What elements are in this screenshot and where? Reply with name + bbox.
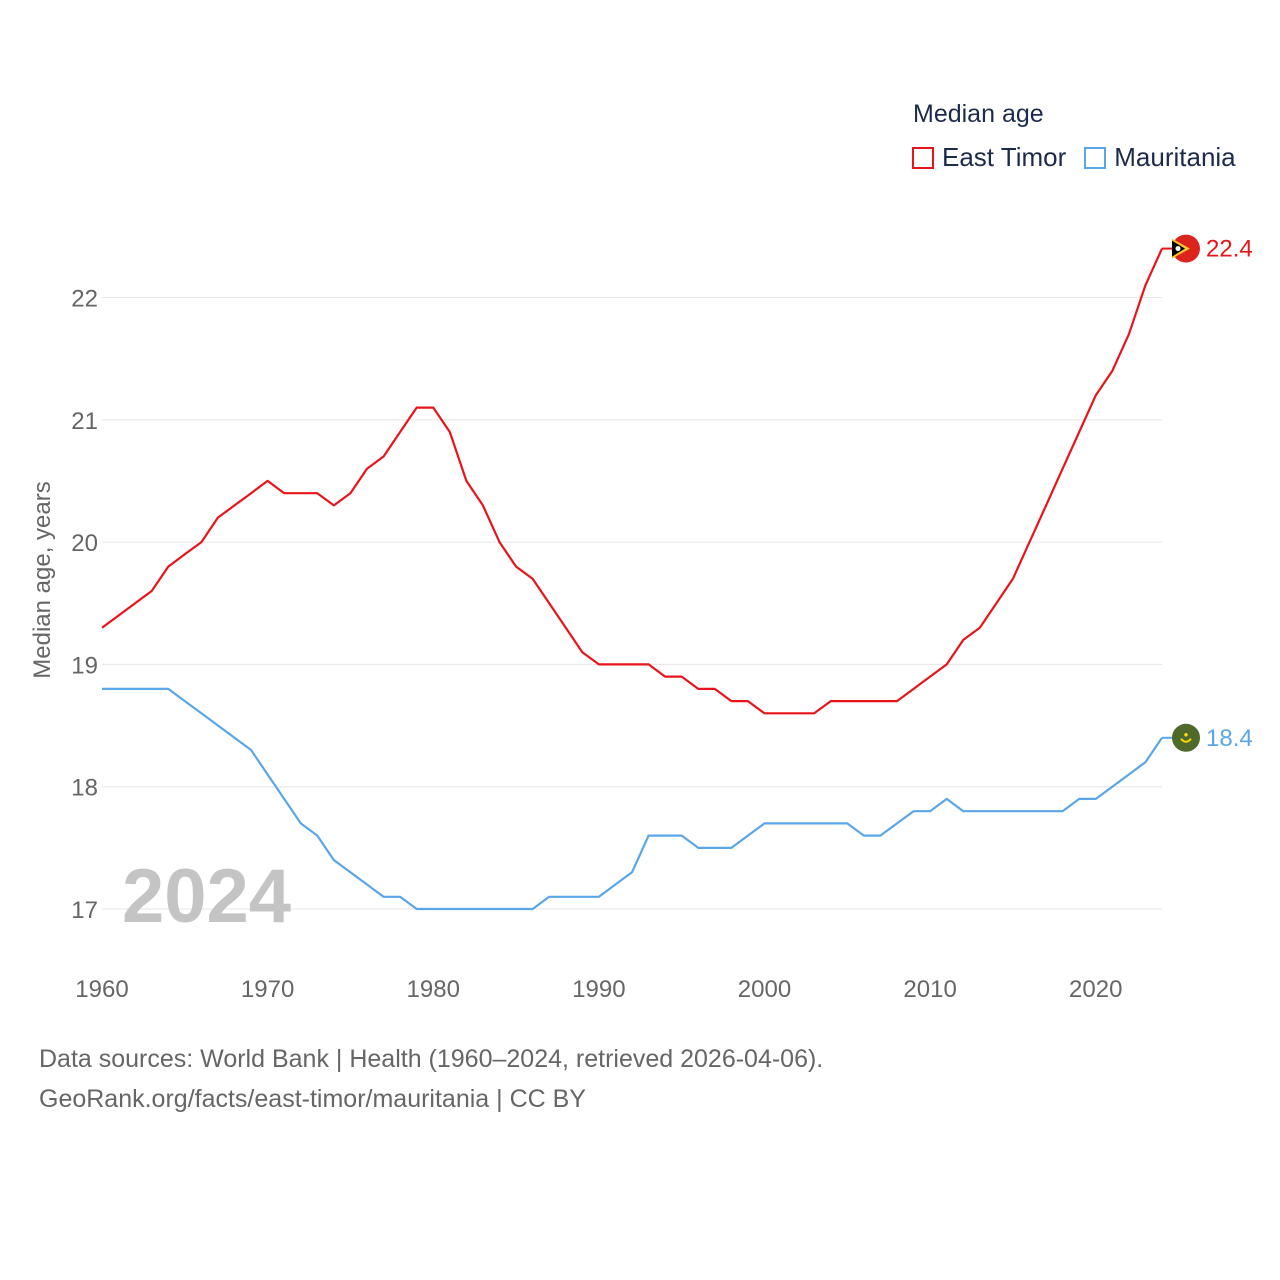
y-tick-label: 21 bbox=[71, 408, 98, 435]
end-value-label-mauritania: 18.4 bbox=[1206, 725, 1253, 752]
x-axis-ticks: 1960 1970 1980 1990 2000 2010 2020 bbox=[75, 976, 1122, 1003]
y-tick-label: 18 bbox=[71, 775, 98, 802]
end-value-label-east-timor: 22.4 bbox=[1206, 236, 1253, 263]
legend-item-east-timor[interactable]: East Timor bbox=[912, 142, 1066, 173]
footer-attribution[interactable]: GeoRank.org/facts/east-timor/mauritania … bbox=[39, 1085, 586, 1113]
y-tick-label: 17 bbox=[71, 897, 98, 924]
x-tick-label: 2010 bbox=[903, 976, 956, 1003]
legend-label-mauritania: Mauritania bbox=[1114, 142, 1236, 172]
y-tick-label: 20 bbox=[71, 530, 98, 557]
x-tick-label: 1970 bbox=[241, 976, 294, 1003]
flag-east-timor-icon bbox=[1172, 234, 1200, 263]
legend-item-mauritania[interactable]: Mauritania bbox=[1084, 142, 1236, 173]
end-markers: 22.4 18.4 bbox=[1162, 234, 1253, 752]
x-tick-label: 2000 bbox=[738, 976, 791, 1003]
x-tick-label: 1980 bbox=[407, 976, 460, 1003]
footer-source: Data sources: World Bank | Health (1960–… bbox=[39, 1045, 824, 1073]
series-line-east-timor bbox=[101, 248, 1164, 715]
x-tick-label: 2020 bbox=[1069, 976, 1122, 1003]
legend-swatch-east-timor bbox=[912, 146, 934, 169]
line-chart: 17 18 19 20 21 22 1960 1970 1980 1990 2000 2010 202… bbox=[29, 234, 1253, 1003]
year-watermark: 2024 bbox=[122, 854, 291, 939]
legend: East Timor Mauritania bbox=[912, 142, 1254, 173]
legend-label-east-timor: East Timor bbox=[942, 142, 1067, 172]
legend-swatch-mauritania bbox=[1084, 146, 1107, 169]
y-axis-label: Median age, years bbox=[29, 481, 56, 678]
series-line-mauritania bbox=[102, 687, 1163, 911]
gridlines bbox=[102, 297, 1162, 910]
y-tick-label: 22 bbox=[71, 286, 98, 313]
y-axis-ticks: 17 18 19 20 21 22 bbox=[71, 286, 98, 925]
series-lines bbox=[101, 248, 1164, 911]
y-tick-label: 19 bbox=[71, 652, 98, 679]
legend-title: Median age bbox=[913, 100, 1044, 128]
x-tick-label: 1960 bbox=[75, 976, 128, 1003]
x-tick-label: 1990 bbox=[572, 976, 625, 1003]
flag-mauritania-icon bbox=[1172, 723, 1200, 752]
